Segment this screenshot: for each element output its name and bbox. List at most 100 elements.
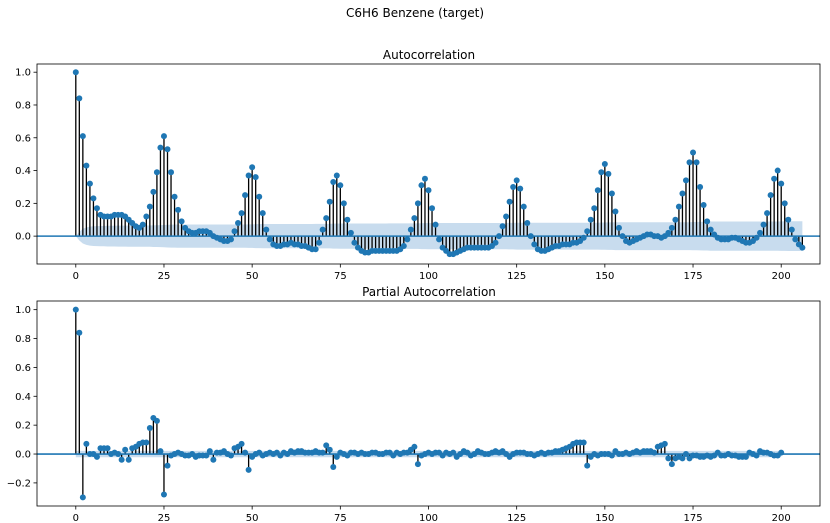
acf-title: Autocorrelation xyxy=(383,48,475,62)
pacf-point xyxy=(153,417,160,424)
pacf-x-tick-label: 200 xyxy=(772,513,791,523)
acf-point xyxy=(690,149,697,156)
pacf-point xyxy=(679,455,686,462)
acf-y-tick-label: 0.6 xyxy=(15,133,31,144)
acf-point xyxy=(580,234,587,241)
acf-point xyxy=(400,242,407,249)
acf-point xyxy=(704,218,711,225)
acf-point xyxy=(665,229,672,236)
acf-x-tick-label: 150 xyxy=(595,271,614,282)
pacf-point xyxy=(118,456,125,463)
acf-point xyxy=(421,175,428,182)
pacf-point xyxy=(584,462,591,469)
pacf-point xyxy=(115,451,122,458)
pacf-point xyxy=(414,461,421,468)
acf-point xyxy=(404,236,411,243)
pacf-point xyxy=(72,306,79,313)
acf-point xyxy=(266,236,273,243)
acf-point xyxy=(700,201,707,208)
acf-point xyxy=(231,228,238,235)
pacf-point xyxy=(330,464,337,471)
pacf-point xyxy=(333,453,340,460)
acf-point xyxy=(245,172,252,179)
figure-suptitle: C6H6 Benzene (target) xyxy=(346,6,484,20)
pacf-x-tick-label: 150 xyxy=(595,513,614,523)
acf-point xyxy=(594,187,601,194)
pacf-point xyxy=(146,425,153,432)
acf-point xyxy=(79,133,86,140)
acf-point xyxy=(263,226,270,233)
pacf-y-tick-label: 0.0 xyxy=(15,450,31,461)
pacf-x-tick-label: 175 xyxy=(683,513,702,523)
pacf-stems xyxy=(75,309,782,498)
acf-point xyxy=(506,198,513,205)
pacf-x-tick-label: 50 xyxy=(246,513,259,523)
pacf-point xyxy=(79,494,86,501)
acf-x-tick-label: 25 xyxy=(158,271,171,282)
pacf-point xyxy=(76,329,83,336)
acf-point xyxy=(686,159,693,166)
acf-point xyxy=(249,164,256,171)
acf-point xyxy=(235,220,242,227)
acf-point xyxy=(414,200,421,207)
acf-point xyxy=(164,146,171,153)
pacf-x-tick-label: 0 xyxy=(73,513,79,523)
acf-point xyxy=(668,224,675,231)
acf-point xyxy=(168,169,175,176)
pacf-point xyxy=(104,445,111,452)
acf-point xyxy=(171,193,178,200)
acf-point xyxy=(259,210,266,217)
acf-point xyxy=(146,203,153,210)
acf-point xyxy=(242,192,249,199)
pacf-axes-frame xyxy=(36,300,821,507)
acf-point xyxy=(432,221,439,228)
pacf-point xyxy=(227,452,234,459)
pacf-point xyxy=(210,456,217,463)
acf-point xyxy=(418,182,425,189)
acf-point xyxy=(527,233,534,240)
acf-point xyxy=(153,169,160,176)
pacf-point xyxy=(83,440,90,447)
acf-point xyxy=(682,177,689,184)
acf-point xyxy=(319,226,326,233)
acf-y-tick-label: 0.0 xyxy=(15,232,31,243)
acf-point xyxy=(760,221,767,228)
acf-y-tick-label: 0.4 xyxy=(15,166,31,177)
pacf-y-tick-label: 0.2 xyxy=(15,421,31,432)
pacf-y-tick-label: 1.0 xyxy=(15,305,31,316)
acf-point xyxy=(157,144,164,151)
pacf-y-tick-label: −0.2 xyxy=(7,478,31,489)
acf-point xyxy=(323,215,330,222)
pacf-x-tick-label: 125 xyxy=(507,513,526,523)
pacf-point xyxy=(411,443,418,450)
pacf-y-tick-label: 0.4 xyxy=(15,392,31,403)
acf-markers xyxy=(72,69,806,258)
pacf-point xyxy=(742,453,749,460)
pacf-point xyxy=(160,491,167,498)
pacf-title: Partial Autocorrelation xyxy=(362,285,496,299)
acf-point xyxy=(587,216,594,223)
pacf-x-tick-label: 100 xyxy=(419,513,438,523)
pacf-point xyxy=(753,452,760,459)
pacf-point xyxy=(450,449,457,456)
acf-point xyxy=(520,203,527,210)
acf-point xyxy=(429,205,436,212)
acf-point xyxy=(605,170,612,177)
acf-point xyxy=(312,246,319,253)
acf-point xyxy=(333,172,340,179)
acf-point xyxy=(584,228,591,235)
acf-point xyxy=(792,236,799,243)
pacf-point xyxy=(157,448,164,455)
pacf-point xyxy=(125,456,132,463)
acf-panel: Autocorrelation 0 25 50 75 100 125 150 175 200 0.… xyxy=(15,48,821,282)
pacf-point xyxy=(245,466,252,473)
acf-point xyxy=(496,233,503,240)
acf-point xyxy=(344,216,351,223)
acf-point xyxy=(774,167,781,174)
acf-point xyxy=(707,226,714,233)
pacf-point xyxy=(682,451,689,458)
acf-point xyxy=(351,239,358,246)
acf-point xyxy=(347,229,354,236)
acf-point xyxy=(252,174,259,181)
